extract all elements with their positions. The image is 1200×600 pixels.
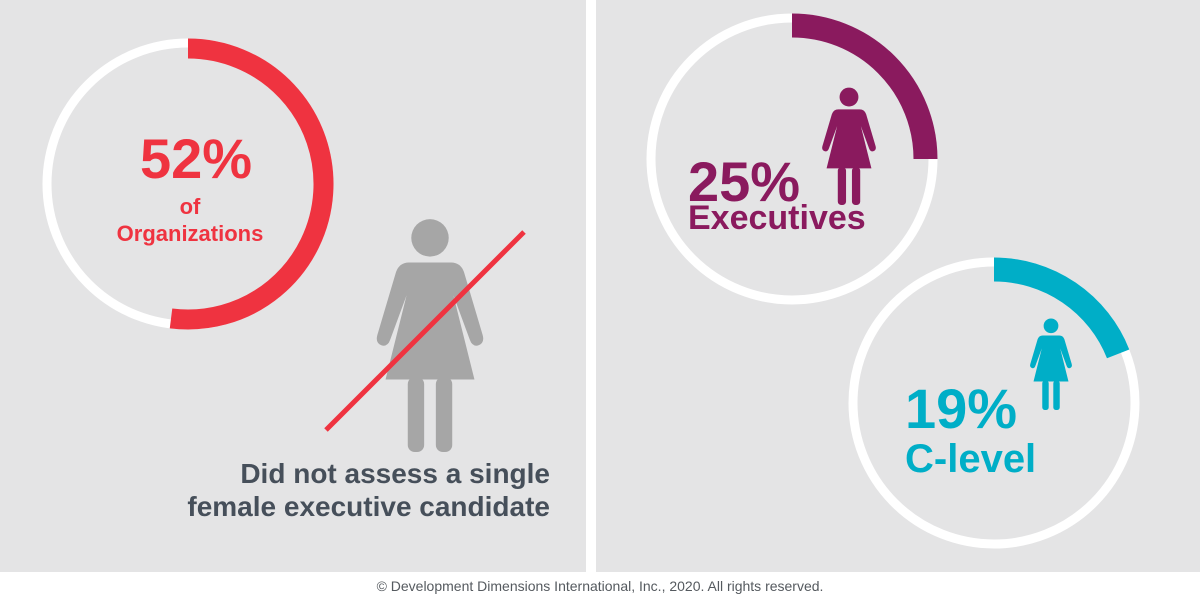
caption-line-2: female executive candidate — [187, 491, 550, 522]
clevel-percent: 19% — [905, 377, 1017, 440]
ring-arc — [993, 257, 1130, 359]
infographic: 52% of Organizations Did not assess a si… — [42, 13, 1140, 549]
female-figure-icon — [1030, 318, 1072, 410]
ring-arc — [791, 13, 938, 160]
org-label-of: of — [180, 194, 201, 219]
clevel-label: C-level — [905, 437, 1036, 481]
crossed-out-female-figure-icon — [324, 219, 526, 452]
strike-line — [324, 230, 526, 432]
executives-label: Executives — [688, 199, 866, 237]
copyright-footer: © Development Dimensions International, … — [376, 578, 824, 594]
caption-line-1: Did not assess a single — [240, 458, 550, 489]
executives-percent: 25% — [688, 150, 800, 213]
female-figure-icon — [822, 87, 876, 205]
ring-organizations — [42, 38, 334, 330]
ring-arc — [169, 38, 334, 330]
org-label-organizations: Organizations — [117, 221, 264, 246]
org-percent: 52% — [140, 127, 252, 190]
ring-executives — [646, 13, 938, 305]
ring-clevel — [848, 257, 1140, 549]
